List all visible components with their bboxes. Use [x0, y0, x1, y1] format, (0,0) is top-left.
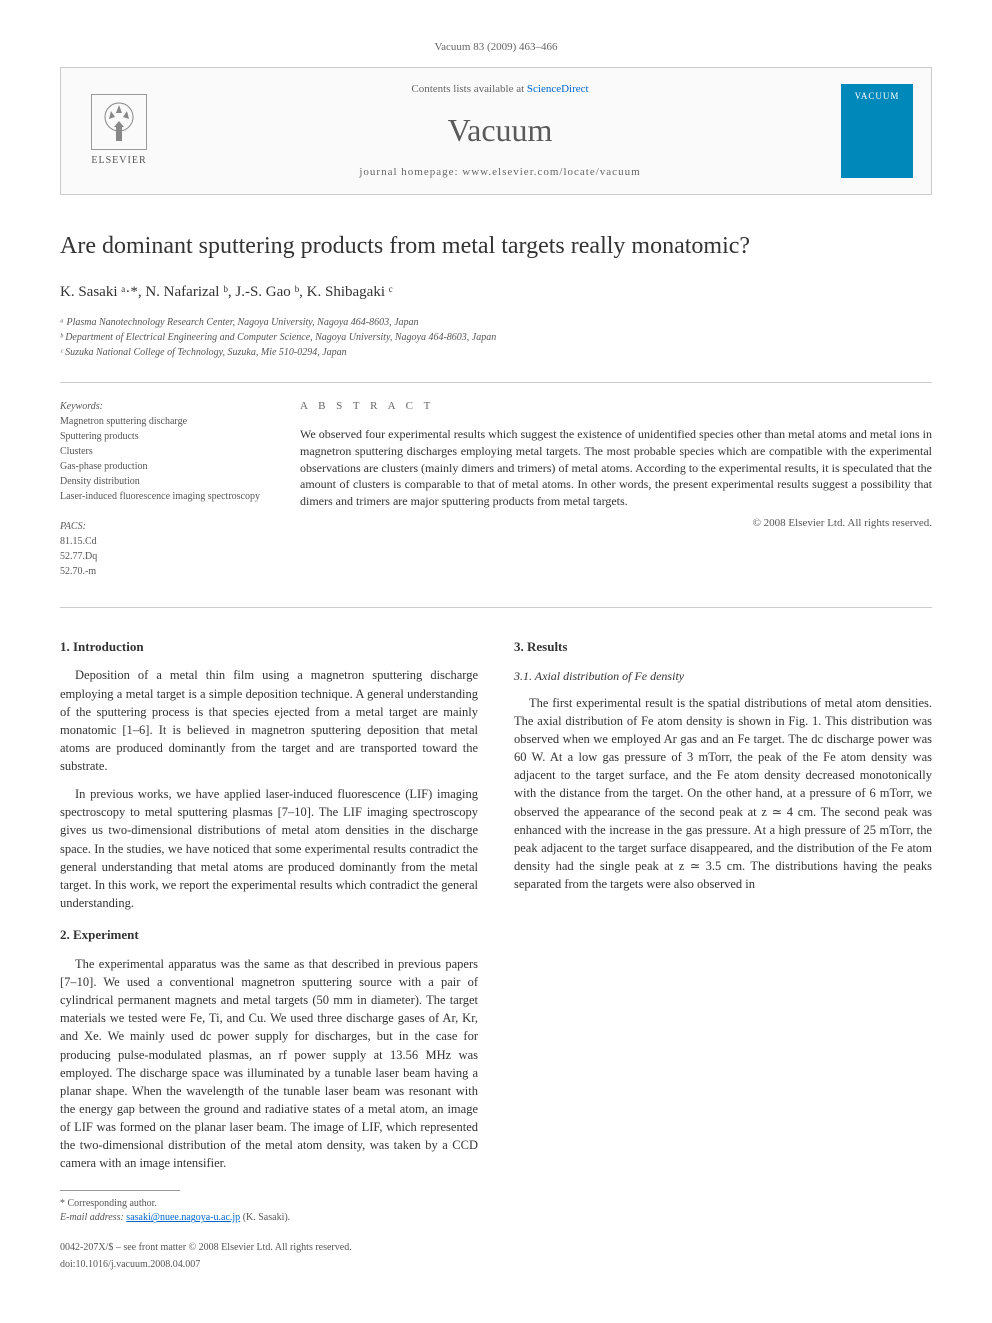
- keywords-heading: Keywords:: [60, 399, 260, 414]
- affiliation-a: ᵃ Plasma Nanotechnology Research Center,…: [60, 315, 932, 330]
- section-2-para-1: The experimental apparatus was the same …: [60, 955, 478, 1173]
- elsevier-tree-icon: [91, 94, 147, 150]
- section-3-1-heading: 3.1. Axial distribution of Fe density: [514, 668, 932, 685]
- keywords-block: Keywords: Magnetron sputtering discharge…: [60, 399, 260, 579]
- sciencedirect-link[interactable]: ScienceDirect: [527, 83, 589, 95]
- pacs-code: 52.70.-m: [60, 564, 260, 579]
- affiliation-c: ᶜ Suzuka National College of Technology,…: [60, 345, 932, 360]
- header-center: Contents lists available at ScienceDirec…: [159, 82, 841, 180]
- abstract-text: We observed four experimental results wh…: [300, 426, 932, 510]
- homepage-prefix: journal homepage:: [359, 166, 462, 178]
- pacs-code: 52.77.Dq: [60, 549, 260, 564]
- article-title: Are dominant sputtering products from me…: [60, 230, 932, 264]
- abstract-block: A B S T R A C T We observed four experim…: [300, 399, 932, 579]
- issn-line: 0042-207X/$ – see front matter © 2008 El…: [60, 1241, 478, 1256]
- journal-name: Vacuum: [179, 108, 821, 153]
- affiliations: ᵃ Plasma Nanotechnology Research Center,…: [60, 315, 932, 360]
- divider: [60, 382, 932, 383]
- keyword: Clusters: [60, 444, 260, 459]
- email-label: E-mail address:: [60, 1212, 126, 1223]
- footnote-separator: [60, 1190, 180, 1191]
- section-1-para-2: In previous works, we have applied laser…: [60, 785, 478, 912]
- citation-line: Vacuum 83 (2009) 463–466: [60, 40, 932, 55]
- meta-abstract-row: Keywords: Magnetron sputtering discharge…: [60, 399, 932, 579]
- body-columns: 1. Introduction Deposition of a metal th…: [60, 624, 932, 1273]
- homepage-url: www.elsevier.com/locate/vacuum: [462, 166, 640, 178]
- p-text: Deposition of a metal thin film using a …: [60, 668, 478, 773]
- email-suffix: (K. Sasaki).: [240, 1212, 290, 1223]
- contents-prefix: Contents lists available at: [411, 83, 526, 95]
- journal-cover-thumbnail: VACUUM: [841, 84, 913, 178]
- publisher-name: ELSEVIER: [91, 154, 146, 168]
- email-line: E-mail address: sasaki@nuee.nagoya-u.ac.…: [60, 1211, 478, 1225]
- doi-line: doi:10.1016/j.vacuum.2008.04.007: [60, 1258, 478, 1273]
- p-text: The experimental apparatus was the same …: [60, 957, 478, 1170]
- keyword: Sputtering products: [60, 429, 260, 444]
- section-1-heading: 1. Introduction: [60, 638, 478, 657]
- page-container: Vacuum 83 (2009) 463–466 ELSEVIER Conten…: [0, 0, 992, 1312]
- keyword: Density distribution: [60, 474, 260, 489]
- affiliation-b: ᵇ Department of Electrical Engineering a…: [60, 330, 932, 345]
- section-3-heading: 3. Results: [514, 638, 932, 657]
- section-1-para-1: Deposition of a metal thin film using a …: [60, 666, 478, 775]
- pacs-code: 81.15.Cd: [60, 534, 260, 549]
- publisher-logo: ELSEVIER: [79, 94, 159, 168]
- section-2-heading: 2. Experiment: [60, 926, 478, 945]
- section-3-1-para-1: The first experimental result is the spa…: [514, 694, 932, 893]
- p-text: The first experimental result is the spa…: [514, 696, 932, 891]
- abstract-copyright: © 2008 Elsevier Ltd. All rights reserved…: [300, 516, 932, 531]
- abstract-heading: A B S T R A C T: [300, 399, 932, 414]
- keyword: Laser-induced fluorescence imaging spect…: [60, 489, 260, 504]
- pacs-heading: PACS:: [60, 519, 260, 534]
- keyword: Magnetron sputtering discharge: [60, 414, 260, 429]
- journal-header: ELSEVIER Contents lists available at Sci…: [60, 67, 932, 195]
- divider: [60, 607, 932, 608]
- author-list: K. Sasaki ᵃ·*, N. Nafarizal ᵇ, J.-S. Gao…: [60, 282, 932, 303]
- p-text: In previous works, we have applied laser…: [60, 787, 478, 910]
- corresponding-author-note: * Corresponding author.: [60, 1197, 478, 1211]
- email-link[interactable]: sasaki@nuee.nagoya-u.ac.jp: [126, 1212, 240, 1223]
- contents-available: Contents lists available at ScienceDirec…: [179, 82, 821, 97]
- keyword: Gas-phase production: [60, 459, 260, 474]
- journal-homepage: journal homepage: www.elsevier.com/locat…: [179, 165, 821, 180]
